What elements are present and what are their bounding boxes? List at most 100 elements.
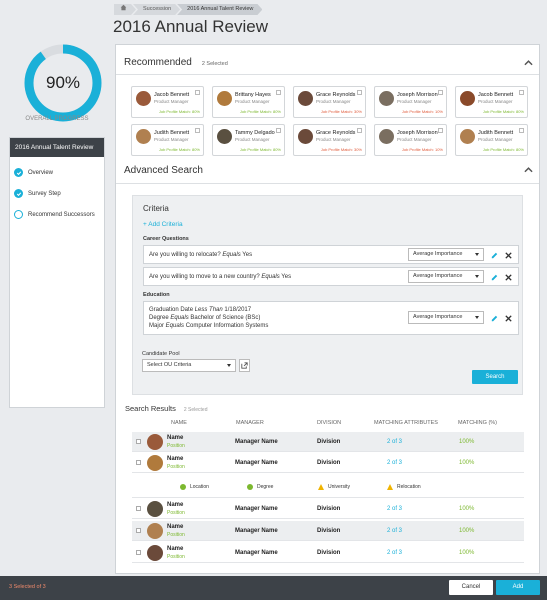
card-checkbox[interactable] — [519, 128, 524, 133]
candidate-card[interactable]: Jacob Bennett Product Manager Job Profile … — [455, 86, 528, 118]
candidate-role: Product Manager — [397, 99, 432, 104]
check-dot-icon — [180, 484, 186, 490]
edit-icon[interactable] — [490, 273, 499, 282]
candidate-name: Grace Reynolds — [316, 130, 356, 136]
result-division: Division — [317, 550, 341, 556]
candidate-name: Joseph Morrison — [397, 92, 438, 98]
attribute-label: Location — [190, 484, 209, 490]
collapse-caret-icon[interactable] — [524, 60, 533, 66]
card-checkbox[interactable] — [438, 90, 443, 95]
result-name: Name — [167, 456, 184, 462]
candidate-card[interactable]: Judith Bennett Product Manager Job Profile… — [131, 124, 204, 156]
result-attributes-link[interactable]: 2 of 3 — [387, 506, 403, 512]
result-attributes-link[interactable]: 2 of 3 — [387, 460, 403, 466]
row-checkbox[interactable] — [136, 460, 141, 465]
importance-value: Average Importance — [413, 251, 463, 257]
table-row[interactable]: Name Position Manager Name Division 2 of 3 10… — [132, 432, 524, 452]
avatar — [379, 91, 394, 106]
row-checkbox[interactable] — [136, 439, 141, 444]
candidate-card[interactable]: Joseph Morrison Product Manager Job Profil… — [374, 86, 447, 118]
criteria-operator: Equals — [165, 323, 185, 329]
criteria-operator: Equals — [170, 315, 189, 321]
card-checkbox[interactable] — [519, 90, 524, 95]
candidate-name: Grace Reynolds — [316, 92, 356, 98]
result-attributes-link[interactable]: 2 of 3 — [387, 528, 403, 534]
column-division[interactable]: DIVISION — [317, 420, 342, 426]
column-matching-percent[interactable]: MATCHING (%) — [458, 420, 498, 426]
row-checkbox[interactable] — [136, 506, 141, 511]
column-matching-attributes[interactable]: MATCHING ATTRIBUTES — [374, 420, 438, 426]
candidate-card[interactable]: Joseph Morrison Product Manager Job Profil… — [374, 124, 447, 156]
close-icon[interactable] — [504, 273, 513, 282]
criteria-text: Are you willing to move to a new country… — [149, 274, 291, 280]
criteria-field: Graduation Date — [149, 307, 195, 313]
importance-value: Average Importance — [413, 314, 463, 320]
candidate-card[interactable]: Grace Reynolds Product Manager Job Profile… — [293, 124, 366, 156]
criteria-field: Major — [149, 323, 166, 329]
card-checkbox[interactable] — [195, 90, 200, 95]
collapse-caret-icon[interactable] — [524, 167, 533, 173]
breadcrumb-item-succession[interactable]: Succession — [133, 4, 180, 15]
importance-select[interactable]: Average Importance — [408, 270, 484, 283]
importance-select[interactable]: Average Importance — [408, 311, 484, 324]
row-checkbox[interactable] — [136, 550, 141, 555]
results-selected-count: 2 Selected — [183, 407, 208, 413]
search-button[interactable]: Search — [472, 370, 518, 384]
row-checkbox[interactable] — [136, 528, 141, 533]
card-checkbox[interactable] — [195, 128, 200, 133]
result-name: Name — [167, 502, 184, 508]
column-name[interactable]: NAME — [171, 420, 187, 426]
candidate-name: Judith Bennett — [154, 130, 190, 136]
card-checkbox[interactable] — [276, 128, 281, 133]
result-position: Position — [167, 443, 185, 449]
column-manager[interactable]: MANAGER — [236, 420, 264, 426]
importance-select[interactable]: Average Importance — [408, 248, 484, 261]
close-icon[interactable] — [504, 314, 513, 323]
candidate-card[interactable]: Judith Bennett Product Manager Job Profile… — [455, 124, 528, 156]
attribute-relocation: Relocation — [387, 484, 421, 490]
table-row[interactable]: Name Position Manager Name Division 2 of 3 10… — [132, 521, 524, 541]
card-checkbox[interactable] — [357, 90, 362, 95]
criteria-field: Are you willing to move to a new country… — [149, 274, 262, 280]
criteria-value: Computer Information Systems — [184, 323, 269, 329]
candidate-card[interactable]: Grace Reynolds Product Manager Job Profile… — [293, 86, 366, 118]
add-criteria-link[interactable]: + Add Criteria — [143, 221, 183, 228]
footer-selected-count: 3 Selected of 3 — [9, 584, 46, 590]
result-matching: 100% — [459, 528, 475, 534]
result-manager: Manager Name — [235, 528, 278, 534]
add-button[interactable]: Add — [496, 580, 540, 595]
cancel-button[interactable]: Cancel — [449, 580, 493, 595]
breadcrumb-home[interactable] — [114, 4, 136, 15]
recommended-header: Recommended 2 Selected — [124, 57, 228, 68]
step-recommend-successors[interactable]: Recommend Successors — [10, 204, 104, 225]
result-name: Name — [167, 546, 184, 552]
edit-icon[interactable] — [490, 251, 499, 260]
candidate-card[interactable]: Brittany Hayes Product Manager Job Profile… — [212, 86, 285, 118]
main-panel: Recommended 2 Selected Jacob Bennett Produ… — [115, 44, 540, 574]
candidate-card[interactable]: Tammy Delgado Product Manager Job Profile … — [212, 124, 285, 156]
attribute-label: University — [328, 484, 350, 490]
result-attributes-link[interactable]: 2 of 3 — [387, 439, 403, 445]
breadcrumb-item-current: 2016 Annual Talent Review — [177, 4, 262, 15]
close-icon[interactable] — [504, 251, 513, 260]
edit-icon[interactable] — [490, 314, 499, 323]
criteria-operator: Less Than — [194, 307, 223, 313]
result-manager: Manager Name — [235, 506, 278, 512]
card-checkbox[interactable] — [276, 90, 281, 95]
step-overview[interactable]: Overview — [10, 162, 104, 183]
result-name: Name — [167, 524, 184, 530]
table-row[interactable]: Name Position Manager Name Division 2 of 3 10… — [132, 543, 524, 563]
avatar — [379, 129, 394, 144]
step-survey[interactable]: Survey Step — [10, 183, 104, 204]
candidate-card[interactable]: Jacob Bennett Product Manager Job Profile … — [131, 86, 204, 118]
card-checkbox[interactable] — [357, 128, 362, 133]
candidate-name: Brittany Hayes — [235, 92, 271, 98]
criteria-field: Are you willing to relocate? — [149, 252, 223, 258]
candidate-pool-select[interactable]: Select OU Criteria — [142, 359, 236, 372]
card-checkbox[interactable] — [438, 128, 443, 133]
result-position: Position — [167, 464, 185, 470]
table-row[interactable]: Name Position Manager Name Division 2 of 3 10… — [132, 453, 524, 473]
table-row[interactable]: Name Position Manager Name Division 2 of 3 10… — [132, 499, 524, 519]
result-attributes-link[interactable]: 2 of 3 — [387, 550, 403, 556]
open-external-button[interactable] — [239, 359, 250, 372]
